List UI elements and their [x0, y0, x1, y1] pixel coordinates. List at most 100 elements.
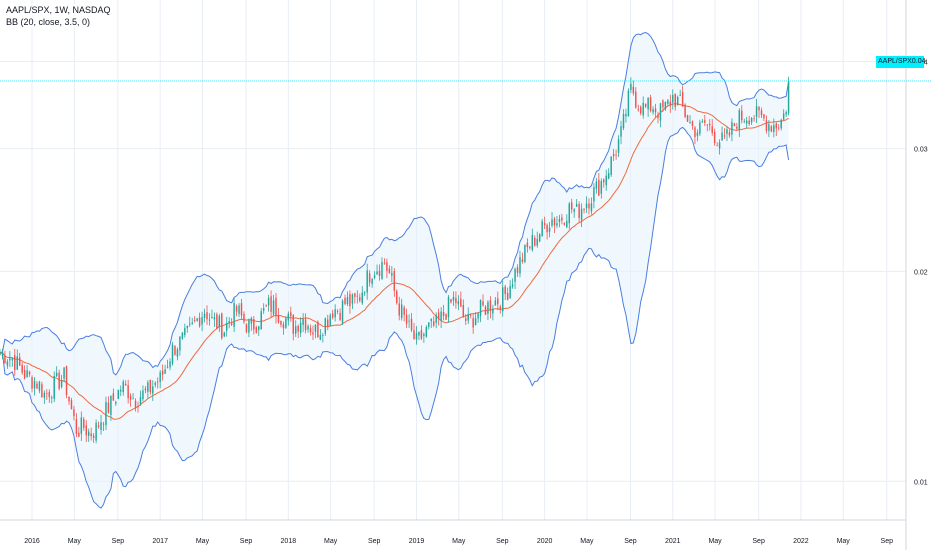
candle-body: [0, 352, 1, 355]
candle: [48, 389, 51, 403]
candle-body: [598, 179, 600, 196]
candle-body: [221, 313, 223, 339]
candle-body: [765, 120, 768, 131]
candle: [107, 396, 110, 414]
candle-body: [745, 120, 748, 124]
x-tick-label: Sep: [112, 538, 125, 545]
candle-body: [117, 389, 120, 399]
candle: [445, 313, 447, 321]
candle-body: [415, 333, 418, 340]
candle-body: [603, 179, 605, 183]
candle: [36, 380, 38, 390]
candle-body: [179, 336, 181, 351]
indicator-title[interactable]: BB (20, close, 3.5, 0): [6, 17, 91, 27]
symbol-title[interactable]: AAPL/SPX, 1W, NASDAQ: [6, 5, 111, 15]
candle: [465, 313, 467, 325]
candle-body: [563, 223, 566, 225]
candle: [319, 329, 322, 341]
candle-body: [129, 395, 132, 400]
candle-body: [536, 238, 538, 246]
candle: [327, 314, 329, 331]
candle-body: [331, 313, 334, 318]
candle-body: [349, 294, 351, 307]
candle: [627, 88, 630, 117]
candle: [97, 421, 100, 429]
candle: [526, 238, 529, 253]
candle: [669, 94, 672, 113]
candle-body: [728, 132, 731, 136]
candle: [728, 129, 731, 138]
candle-body: [262, 308, 265, 311]
x-tick-label: 2018: [281, 538, 297, 545]
candle-body: [551, 219, 553, 226]
candle: [556, 216, 558, 229]
candle: [339, 308, 341, 322]
candle-body: [782, 113, 785, 120]
candle-body: [681, 92, 684, 107]
candle: [418, 331, 420, 341]
candle: [600, 178, 603, 199]
candle-body: [590, 203, 593, 212]
candle: [31, 375, 33, 393]
candle: [221, 312, 223, 340]
candle: [115, 400, 117, 406]
candle-body: [78, 432, 80, 437]
candle-body: [755, 106, 758, 117]
x-tick-label: Sep: [368, 538, 381, 545]
candle-body: [442, 311, 445, 316]
candle: [299, 317, 302, 338]
candle: [430, 318, 433, 328]
candle-body: [255, 327, 258, 333]
y-tick-label: 0.03: [914, 147, 928, 154]
candle: [230, 318, 233, 327]
candle: [255, 325, 258, 334]
candle: [92, 433, 95, 443]
candle-body: [642, 102, 644, 116]
candle: [605, 169, 607, 191]
candle-body: [758, 107, 760, 111]
candle-body: [371, 278, 373, 285]
candle-body: [11, 358, 14, 361]
candle: [575, 199, 578, 207]
candle: [778, 124, 780, 131]
candle-body: [553, 218, 556, 226]
candle-body: [750, 117, 753, 123]
candle-body: [721, 132, 723, 141]
candle-body: [139, 397, 142, 404]
candle: [607, 168, 610, 180]
candle: [198, 312, 201, 328]
candle: [161, 364, 164, 381]
candle-body: [41, 384, 43, 398]
x-tick-label: May: [196, 538, 210, 545]
candle-body: [469, 314, 472, 316]
candle-body: [80, 417, 83, 434]
candle: [159, 370, 161, 389]
candle-body: [356, 295, 359, 297]
candle-body: [309, 328, 312, 333]
candle-body: [70, 400, 73, 410]
candle-body: [132, 398, 134, 400]
candle: [228, 317, 230, 329]
candle: [186, 325, 189, 333]
candle: [181, 332, 184, 340]
candle-body: [770, 126, 773, 132]
candle: [60, 374, 63, 389]
candle-body: [161, 370, 164, 375]
candle: [233, 296, 235, 333]
candle: [235, 304, 238, 317]
candle: [696, 129, 699, 142]
candle-body: [711, 126, 713, 133]
x-tick-label: May: [452, 538, 466, 545]
candle: [647, 97, 649, 117]
candle-body: [787, 81, 790, 113]
candle: [240, 298, 243, 320]
candle: [309, 324, 312, 336]
candle: [132, 393, 134, 400]
candle: [538, 233, 541, 243]
candle-body: [625, 113, 627, 117]
candle-body: [484, 306, 487, 315]
candle: [216, 312, 218, 330]
candle: [80, 411, 83, 441]
